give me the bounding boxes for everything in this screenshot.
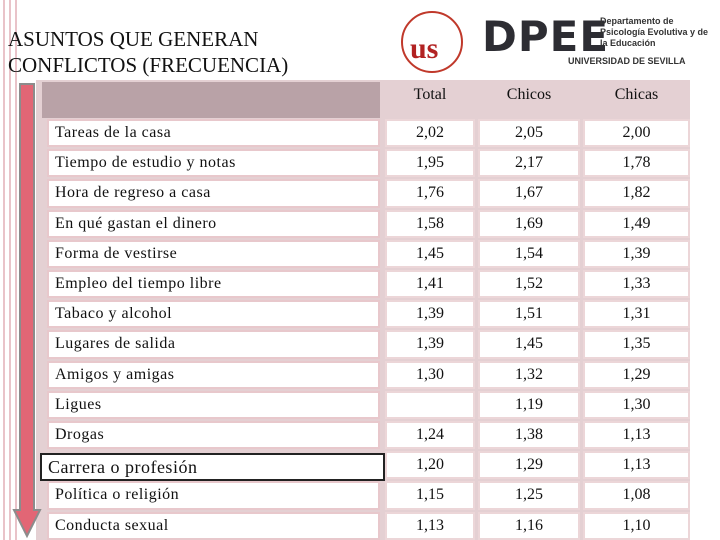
- value-cell: 1,35: [583, 330, 690, 359]
- value-cell: 1,78: [583, 149, 690, 178]
- value-cell: 1,33: [583, 270, 690, 299]
- row-label: Empleo del tiempo libre: [47, 270, 380, 299]
- row-label: Tareas de la casa: [47, 119, 380, 148]
- university-emblem: us: [401, 11, 463, 73]
- value-cell: 1,32: [478, 360, 580, 389]
- logo: DPEE: [482, 12, 610, 61]
- value-cell: 1,51: [478, 300, 580, 329]
- row-label: Carrera o profesión: [40, 453, 385, 482]
- row-label: En qué gastan el dinero: [47, 209, 380, 238]
- svg-text:us: us: [410, 32, 438, 65]
- row-label: Hora de regreso a casa: [47, 179, 380, 208]
- value-cell: 1,24: [385, 421, 475, 450]
- value-cell: 1,15: [385, 481, 475, 510]
- value-cell: 1,41: [385, 270, 475, 299]
- value-cell: [385, 390, 475, 419]
- row-label: Drogas: [47, 421, 380, 450]
- row-label: Conducta sexual: [47, 511, 380, 540]
- department-name: Departamento de Psicología Evolutiva y d…: [600, 16, 709, 48]
- row-label: Política o religión: [47, 481, 380, 510]
- value-cell: 1,29: [478, 451, 580, 480]
- value-cell: 1,49: [583, 209, 690, 238]
- value-cell: 1,13: [583, 451, 690, 480]
- university-name: UNIVERSIDAD DE SEVILLA: [568, 56, 686, 66]
- value-cell: 1,08: [583, 481, 690, 510]
- value-cell: 1,45: [385, 239, 475, 268]
- value-cell: 1,13: [385, 511, 475, 540]
- value-cell: 1,13: [583, 421, 690, 450]
- value-cell: 1,67: [478, 179, 580, 208]
- value-cell: 2,02: [385, 119, 475, 148]
- value-cell: 2,00: [583, 119, 690, 148]
- value-cell: 1,20: [385, 451, 475, 480]
- row-label: Tiempo de estudio y notas: [47, 149, 380, 178]
- value-cell: 1,39: [385, 300, 475, 329]
- column-header: Total: [413, 86, 447, 103]
- value-cell: 1,82: [583, 179, 690, 208]
- value-cell: 1,69: [478, 209, 580, 238]
- value-cell: 1,52: [478, 270, 580, 299]
- value-cell: 1,58: [385, 209, 475, 238]
- value-cell: 1,25: [478, 481, 580, 510]
- column-header: Chicas: [614, 86, 659, 103]
- row-label: Tabaco y alcohol: [47, 300, 380, 329]
- down-arrow: [12, 83, 42, 539]
- value-cell: 2,05: [478, 119, 580, 148]
- value-cell: 1,19: [478, 390, 580, 419]
- value-cell: 1,54: [478, 239, 580, 268]
- value-cell: 1,95: [385, 149, 475, 178]
- value-cell: 1,45: [478, 330, 580, 359]
- value-cell: 1,38: [478, 421, 580, 450]
- slide-title: ASUNTOS QUE GENERAN CONFLICTOS (FRECUENC…: [8, 27, 289, 77]
- row-label: Ligues: [47, 390, 380, 419]
- value-cell: 1,10: [583, 511, 690, 540]
- column-header: Chicos: [506, 86, 552, 103]
- value-cell: 1,16: [478, 511, 580, 540]
- row-label: Forma de vestirse: [47, 239, 380, 268]
- value-cell: 1,30: [385, 360, 475, 389]
- row-label: Amigos y amigas: [47, 360, 380, 389]
- value-cell: 1,39: [385, 330, 475, 359]
- value-cell: 1,31: [583, 300, 690, 329]
- value-cell: 1,39: [583, 239, 690, 268]
- row-label: Lugares de salida: [47, 330, 380, 359]
- value-cell: 1,29: [583, 360, 690, 389]
- value-cell: 1,30: [583, 390, 690, 419]
- value-cell: 2,17: [478, 149, 580, 178]
- value-cell: 1,76: [385, 179, 475, 208]
